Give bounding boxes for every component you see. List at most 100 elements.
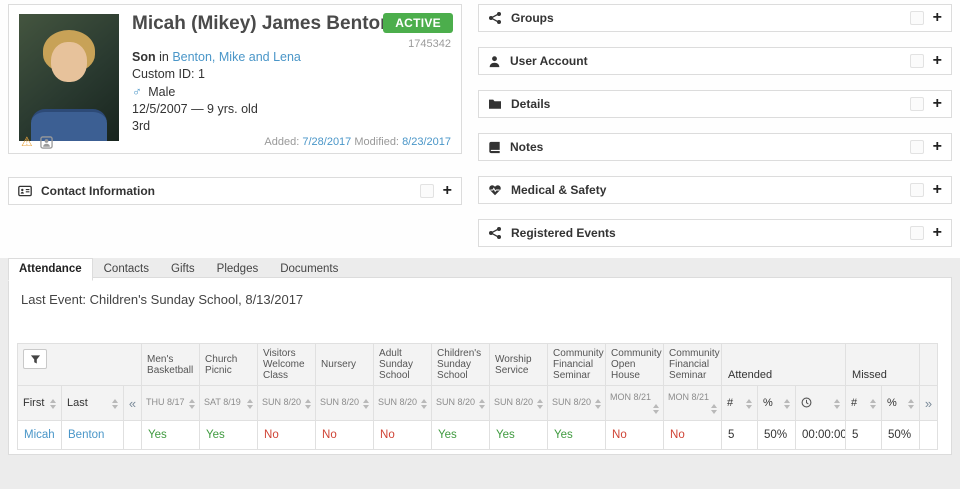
missed-count-column-header[interactable]: # <box>845 385 883 421</box>
record-dates: Added: 7/28/2017 Modified: 8/23/2017 <box>264 136 451 148</box>
event-date-header[interactable]: SUN 8/20 <box>547 385 607 421</box>
event-date-header[interactable]: SUN 8/20 <box>489 385 549 421</box>
family-link[interactable]: Benton, Mike and Lena <box>172 50 301 64</box>
panel-expand-button[interactable]: + <box>932 138 942 155</box>
registered-events-panel: Registered Events + <box>478 219 952 247</box>
added-date-link[interactable]: 7/28/2017 <box>302 136 352 148</box>
panel-expand-button[interactable]: + <box>932 224 942 241</box>
attended-count-column-header[interactable]: # <box>721 385 759 421</box>
panel-popout-button[interactable] <box>909 54 924 68</box>
attendance-value: Yes <box>547 420 607 450</box>
tab-contacts[interactable]: Contacts <box>103 263 150 275</box>
attended-time-column-header[interactable] <box>795 385 847 421</box>
attended-count: 5 <box>721 420 759 450</box>
scroll-columns-left-button[interactable]: « <box>122 385 143 421</box>
sort-carets-icon[interactable] <box>363 399 370 409</box>
sort-carets-icon[interactable] <box>870 399 877 409</box>
user-account-header[interactable]: User Account + <box>479 48 951 74</box>
details-header[interactable]: Details + <box>479 91 951 117</box>
status-badge[interactable]: ACTIVE <box>383 13 453 33</box>
first-name-link[interactable]: Micah <box>24 429 55 441</box>
panel-popout-button[interactable] <box>909 226 924 240</box>
funnel-icon <box>30 354 40 363</box>
groups-header[interactable]: Groups + <box>479 5 951 31</box>
empty-cell <box>919 420 939 450</box>
profile-flag-icons: ⚠ <box>21 134 53 150</box>
heartbeat-icon <box>489 185 501 196</box>
profile-photo[interactable] <box>19 14 119 141</box>
event-column-header: Community Open House <box>605 343 665 386</box>
sort-carets-icon[interactable] <box>537 399 544 409</box>
relationship-connector: in <box>159 50 169 64</box>
panel-expand-button[interactable]: + <box>932 52 942 69</box>
sort-carets-icon[interactable] <box>595 399 602 409</box>
attendance-content-panel: Last Event: Children's Sunday School, 8/… <box>8 277 952 455</box>
last-name-column-header[interactable]: Last <box>61 385 124 421</box>
tab-gifts[interactable]: Gifts <box>171 263 195 275</box>
panel-popout-button[interactable] <box>909 11 924 25</box>
panel-expand-button[interactable]: + <box>932 95 942 112</box>
sort-carets-icon[interactable] <box>834 398 841 409</box>
panel-expand-button[interactable]: + <box>442 182 452 199</box>
sort-carets-icon[interactable] <box>479 399 486 409</box>
panel-popout-button[interactable] <box>909 140 924 154</box>
scroll-columns-right-button[interactable]: » <box>919 385 939 421</box>
attended-percent: 50% <box>757 420 797 450</box>
event-date-header[interactable]: SUN 8/20 <box>257 385 317 421</box>
registered-events-header[interactable]: Registered Events + <box>479 220 951 246</box>
missed-percent-column-header[interactable]: % <box>881 385 921 421</box>
panel-label: Medical & Safety <box>511 183 607 197</box>
book-icon <box>489 141 500 153</box>
profile-card: Micah (Mikey) James Benton ACTIVE 174534… <box>8 4 462 154</box>
modified-date-link[interactable]: 8/23/2017 <box>402 136 451 148</box>
event-date-header[interactable]: SAT 8/19 <box>199 385 259 421</box>
sort-carets-icon[interactable] <box>653 404 660 414</box>
photo-art <box>51 42 87 82</box>
event-date-header[interactable]: SUN 8/20 <box>315 385 375 421</box>
event-date-header[interactable]: MON 8/21 <box>605 385 665 421</box>
filter-button[interactable] <box>23 349 47 369</box>
sort-carets-icon[interactable] <box>247 399 254 409</box>
sort-carets-icon[interactable] <box>784 399 791 409</box>
panel-expand-button[interactable]: + <box>932 181 942 198</box>
attendance-table: Men's Basketball Church Picnic Visitors … <box>16 343 939 450</box>
last-name-link[interactable]: Benton <box>68 429 105 441</box>
birthdate-age: 12/5/2007 — 9 yrs. old <box>132 102 258 116</box>
sort-carets-icon[interactable] <box>112 399 118 409</box>
warning-icon[interactable]: ⚠ <box>21 134 33 149</box>
sort-carets-icon[interactable] <box>50 399 56 409</box>
sort-carets-icon[interactable] <box>421 399 428 409</box>
sort-carets-icon[interactable] <box>189 399 196 409</box>
tab-pledges[interactable]: Pledges <box>216 263 259 275</box>
event-date-header[interactable]: SUN 8/20 <box>431 385 491 421</box>
panel-popout-button[interactable] <box>419 184 434 198</box>
attended-percent-column-header[interactable]: % <box>757 385 797 421</box>
empty-header-cell <box>919 343 939 386</box>
attendance-value: Yes <box>489 420 549 450</box>
grade: 3rd <box>132 119 151 133</box>
event-column-header: Adult Sunday School <box>373 343 433 386</box>
panel-popout-button[interactable] <box>909 183 924 197</box>
tab-documents[interactable]: Documents <box>280 263 339 275</box>
event-date-header[interactable]: THU 8/17 <box>141 385 201 421</box>
user-icon <box>489 55 500 67</box>
medical-safety-header[interactable]: Medical & Safety + <box>479 177 951 203</box>
panel-label: User Account <box>510 54 588 68</box>
sort-carets-icon[interactable] <box>711 404 718 414</box>
custom-id: Custom ID: 1 <box>132 67 205 81</box>
event-column-header: Worship Service <box>489 343 549 386</box>
first-name-column-header[interactable]: First <box>17 385 62 421</box>
contact-information-header[interactable]: Contact Information + <box>9 178 461 204</box>
sort-carets-icon[interactable] <box>305 399 312 409</box>
sort-carets-icon[interactable] <box>746 399 753 409</box>
event-date-header[interactable]: SUN 8/20 <box>373 385 433 421</box>
person-badge-icon[interactable] <box>39 135 53 149</box>
panel-expand-button[interactable]: + <box>932 9 942 26</box>
tab-attendance[interactable]: Attendance <box>8 258 93 281</box>
sort-carets-icon[interactable] <box>908 399 915 409</box>
event-date-header[interactable]: MON 8/21 <box>663 385 723 421</box>
added-label: Added: <box>264 136 300 148</box>
notes-header[interactable]: Notes + <box>479 134 951 160</box>
panel-popout-button[interactable] <box>909 97 924 111</box>
event-column-header: Men's Basketball <box>141 343 201 386</box>
